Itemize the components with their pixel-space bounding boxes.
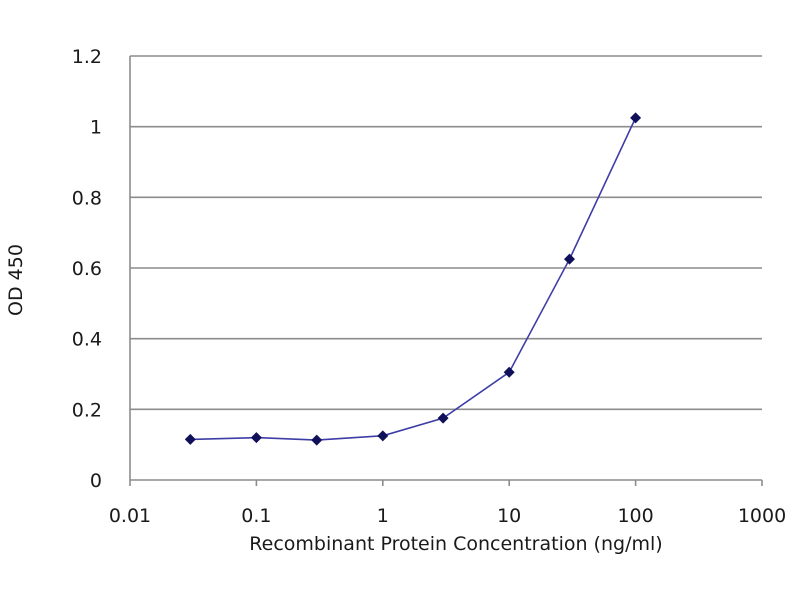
y-tick-label: 0.4 <box>72 329 102 351</box>
data-point <box>184 433 196 445</box>
axes <box>129 56 762 481</box>
y-tick-label: 0.8 <box>72 187 102 209</box>
x-tick-labels: 0.01 0.1 1 10 100 1000 <box>109 480 786 527</box>
y-tick-labels: 0 0.2 0.4 0.6 0.8 1 1.2 <box>72 46 102 492</box>
y-tick-label: 0.2 <box>72 399 102 421</box>
x-tick-label: 0.1 <box>241 505 271 527</box>
data-point <box>437 412 449 424</box>
data-point <box>503 366 515 378</box>
data-point <box>564 253 576 265</box>
y-tick-label: 1.2 <box>72 46 102 68</box>
series <box>184 112 642 446</box>
data-point <box>250 432 262 444</box>
x-tick-label: 100 <box>617 505 653 527</box>
gridlines <box>130 55 762 411</box>
y-tick-label: 0 <box>90 470 102 492</box>
data-point <box>377 430 389 442</box>
x-axis-title: Recombinant Protein Concentration (ng/ml… <box>249 533 662 555</box>
x-tick-label: 1 <box>377 505 389 527</box>
x-tick-label: 1000 <box>738 505 786 527</box>
data-point <box>630 112 642 124</box>
data-point <box>311 434 323 446</box>
series-line <box>190 117 637 441</box>
x-tick-label: 0.01 <box>109 505 151 527</box>
y-tick-label: 1 <box>90 117 102 139</box>
y-tick-label: 0.6 <box>72 258 102 280</box>
y-axis-title: OD 450 <box>5 244 27 316</box>
x-tick-label: 10 <box>497 505 521 527</box>
